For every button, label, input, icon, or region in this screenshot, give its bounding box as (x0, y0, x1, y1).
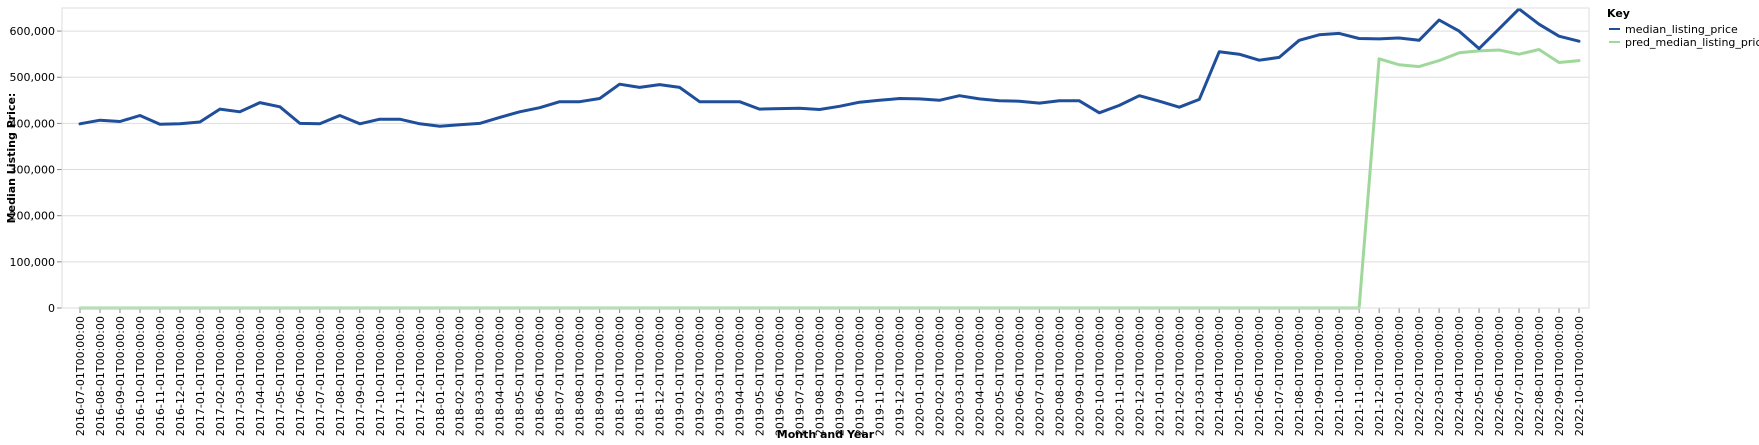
x-tick-label: 2020-11-01T00:00:00 (1113, 316, 1126, 436)
x-tick-label: 2017-01-01T00:00:00 (194, 316, 207, 436)
x-tick-label: 2019-11-01T00:00:00 (873, 316, 886, 436)
x-tick-label: 2018-11-01T00:00:00 (634, 316, 647, 436)
gridlines (62, 30, 1589, 309)
x-tick-label: 2019-07-01T00:00:00 (794, 316, 807, 436)
x-tick-label: 2017-10-01T00:00:00 (374, 316, 387, 436)
x-tick-label: 2020-10-01T00:00:00 (1093, 316, 1106, 436)
x-tick-label: 2018-02-01T00:00:00 (454, 316, 467, 436)
x-tick-label: 2020-08-01T00:00:00 (1053, 316, 1066, 436)
y-tick-label: 300,000 (10, 164, 56, 177)
x-tick-label: 2019-04-01T00:00:00 (734, 316, 747, 436)
series-line-pred_median_listing_price (78, 48, 1581, 310)
x-tick-label: 2020-02-01T00:00:00 (933, 316, 946, 436)
legend-label: pred_median_listing_price (1625, 36, 1759, 49)
legend-title: Key (1607, 7, 1630, 20)
x-tick-label: 2020-03-01T00:00:00 (953, 316, 966, 436)
x-tick-label: 2022-09-01T00:00:00 (1553, 316, 1566, 436)
x-tick-label: 2016-11-01T00:00:00 (154, 316, 167, 436)
x-tick-label: 2016-09-01T00:00:00 (114, 316, 127, 436)
x-tick-label: 2022-05-01T00:00:00 (1473, 316, 1486, 436)
y-axis: 0 100,000 200,000 300,000 400,000 500,000 600,… (10, 8, 63, 315)
x-tick-label: 2022-10-01T00:00:00 (1573, 316, 1586, 436)
x-tick-label: 2021-08-01T00:00:00 (1293, 316, 1306, 436)
y-tick-label: 0 (48, 302, 55, 315)
x-tick-label: 2021-05-01T00:00:00 (1233, 316, 1246, 436)
x-tick-label: 2018-06-01T00:00:00 (534, 316, 547, 436)
y-tick-label: 600,000 (10, 25, 56, 38)
y-tick-label: 400,000 (10, 117, 56, 130)
x-tick-label: 2022-01-01T00:00:00 (1393, 316, 1406, 436)
x-tick-label: 2021-01-01T00:00:00 (1153, 316, 1166, 436)
x-tick-label: 2017-05-01T00:00:00 (274, 316, 287, 436)
x-tick-label: 2017-12-01T00:00:00 (414, 316, 427, 436)
x-tick-label: 2021-10-01T00:00:00 (1333, 316, 1346, 436)
x-tick-label: 2017-09-01T00:00:00 (354, 316, 367, 436)
x-tick-label: 2018-12-01T00:00:00 (654, 316, 667, 436)
x-tick-label: 2019-10-01T00:00:00 (853, 316, 866, 436)
x-tick-label: 2021-07-01T00:00:00 (1273, 316, 1286, 436)
x-tick-label: 2022-04-01T00:00:00 (1453, 316, 1466, 436)
x-tick-label: 2020-07-01T00:00:00 (1033, 316, 1046, 436)
x-tick-label: 2017-08-01T00:00:00 (334, 316, 347, 436)
x-tick-label: 2021-04-01T00:00:00 (1213, 316, 1226, 436)
x-tick-label: 2017-11-01T00:00:00 (394, 316, 407, 436)
y-tick-label: 100,000 (10, 256, 56, 269)
series-lines (78, 7, 1581, 310)
x-axis-title: Month and Year (777, 428, 875, 441)
x-tick-label: 2021-11-01T00:00:00 (1353, 316, 1366, 436)
x-tick-label: 2016-07-01T00:00:00 (74, 316, 87, 436)
x-tick-label: 2022-08-01T00:00:00 (1533, 316, 1546, 436)
x-tick-label: 2018-04-01T00:00:00 (494, 316, 507, 436)
y-tick-label: 200,000 (10, 210, 56, 223)
x-tick-label: 2019-08-01T00:00:00 (814, 316, 827, 436)
y-tick-label: 500,000 (10, 71, 56, 84)
x-tick-label: 2019-02-01T00:00:00 (694, 316, 707, 436)
series-line-median_listing_price (78, 7, 1581, 128)
x-tick-label: 2019-05-01T00:00:00 (754, 316, 767, 436)
x-tick-label: 2016-10-01T00:00:00 (134, 316, 147, 436)
x-tick-label: 2019-06-01T00:00:00 (774, 316, 787, 436)
x-tick-label: 2016-12-01T00:00:00 (174, 316, 187, 436)
x-tick-label: 2020-09-01T00:00:00 (1073, 316, 1086, 436)
x-tick-label: 2021-06-01T00:00:00 (1253, 316, 1266, 436)
x-tick-label: 2021-03-01T00:00:00 (1193, 316, 1206, 436)
x-tick-label: 2019-12-01T00:00:00 (893, 316, 906, 436)
y-axis-title: Median Listing Price: (5, 93, 18, 224)
x-tick-label: 2018-05-01T00:00:00 (514, 316, 527, 436)
legend: Key median_listing_pricepred_median_list… (1607, 7, 1759, 49)
plot-frame (61, 7, 1590, 309)
x-tick-label: 2018-10-01T00:00:00 (614, 316, 627, 436)
x-tick-label: 2017-06-01T00:00:00 (294, 316, 307, 436)
x-tick-label: 2020-01-01T00:00:00 (913, 316, 926, 436)
x-tick-label: 2017-04-01T00:00:00 (254, 316, 267, 436)
x-tick-label: 2021-09-01T00:00:00 (1313, 316, 1326, 436)
x-tick-label: 2022-03-01T00:00:00 (1433, 316, 1446, 436)
x-tick-label: 2017-03-01T00:00:00 (234, 316, 247, 436)
x-tick-label: 2019-01-01T00:00:00 (674, 316, 687, 436)
x-tick-label: 2017-07-01T00:00:00 (314, 316, 327, 436)
x-axis: 2016-07-01T00:00:00 2016-08-01T00:00:00 20… (62, 307, 1589, 436)
x-tick-label: 2022-06-01T00:00:00 (1493, 316, 1506, 436)
x-tick-label: 2020-04-01T00:00:00 (973, 316, 986, 436)
x-tick-label: 2020-06-01T00:00:00 (1013, 316, 1026, 436)
x-tick-label: 2020-12-01T00:00:00 (1133, 316, 1146, 436)
x-tick-label: 2018-01-01T00:00:00 (434, 316, 447, 436)
x-tick-label: 2018-03-01T00:00:00 (474, 316, 487, 436)
x-tick-label: 2020-05-01T00:00:00 (993, 316, 1006, 436)
x-tick-label: 2022-07-01T00:00:00 (1513, 316, 1526, 436)
x-tick-label: 2018-07-01T00:00:00 (554, 316, 567, 436)
x-tick-label: 2019-03-01T00:00:00 (714, 316, 727, 436)
x-tick-label: 2017-02-01T00:00:00 (214, 316, 227, 436)
x-tick-label: 2019-09-01T00:00:00 (833, 316, 846, 436)
x-tick-label: 2021-12-01T00:00:00 (1373, 316, 1386, 436)
legend-label: median_listing_price (1625, 23, 1738, 36)
x-tick-label: 2016-08-01T00:00:00 (94, 316, 107, 436)
x-tick-label: 2018-08-01T00:00:00 (574, 316, 587, 436)
x-tick-label: 2021-02-01T00:00:00 (1173, 316, 1186, 436)
x-tick-label: 2022-02-01T00:00:00 (1413, 316, 1426, 436)
x-tick-label: 2018-09-01T00:00:00 (594, 316, 607, 436)
